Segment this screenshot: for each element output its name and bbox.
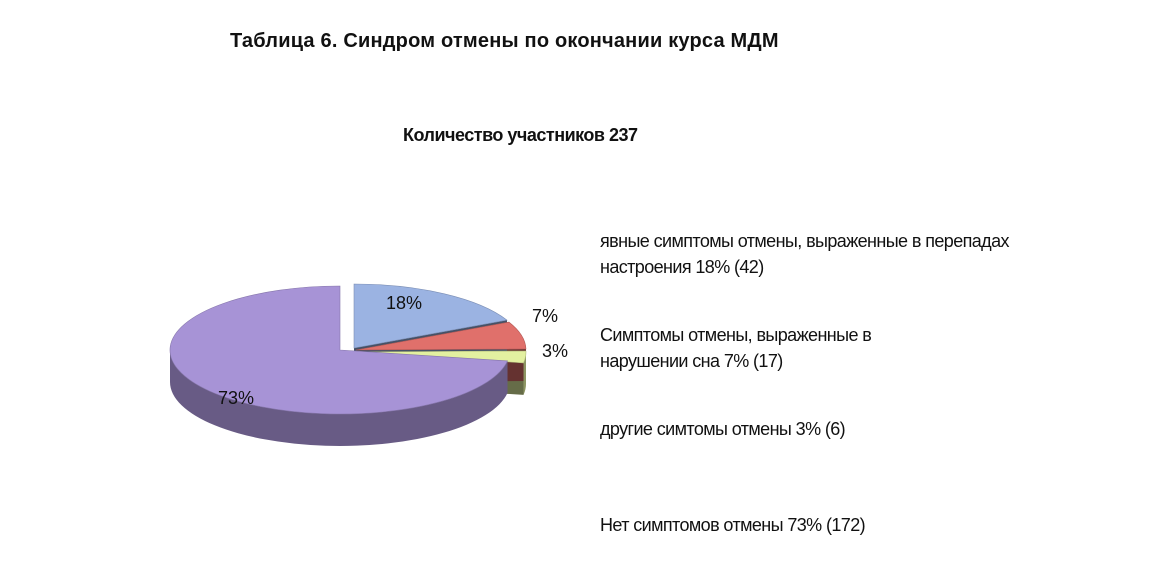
data-label-3: 3% <box>542 341 568 361</box>
chart-title: Количество участников 237 <box>403 125 638 145</box>
legend-item-mood: явные симптомы отмены, выраженные в пере… <box>600 231 1009 277</box>
pie-slice-none-side <box>170 350 508 447</box>
legend-item-other: другие симтомы отмены 3% (6) <box>600 419 846 439</box>
pie-slice-none <box>169 285 508 415</box>
data-label-18: 18% <box>386 293 422 313</box>
pie-slice-mood <box>353 283 508 349</box>
pie-slice-other-side <box>523 352 526 395</box>
legend-item-none: Нет симптомов отмены 73% (172) <box>600 515 866 535</box>
page-title: Таблица 6. Синдром отмены по окончании к… <box>230 30 779 52</box>
legend-item-sleep: Симптомы отмены, выраженные в нарушении … <box>600 325 872 371</box>
pie-slice-sleep <box>355 321 527 351</box>
data-label-7: 7% <box>532 306 558 326</box>
data-label-73: 73% <box>218 388 254 408</box>
